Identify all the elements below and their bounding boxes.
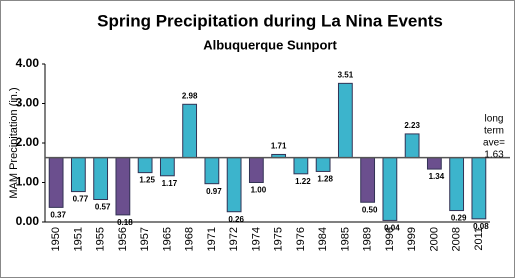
value-label: 0.57 — [95, 203, 111, 212]
value-label: 0.08 — [473, 222, 489, 231]
baseline-value-label: 1.63 — [484, 149, 504, 160]
x-tick-label: 2000 — [428, 227, 440, 251]
bar — [449, 157, 465, 212]
baseline-annotation: ave= — [483, 137, 505, 148]
value-label: 0.26 — [228, 215, 244, 224]
bar — [159, 157, 175, 177]
x-tick-label: 1989 — [362, 227, 374, 251]
y-axis-label: MAM Precipitation (in.) — [8, 87, 20, 198]
bar — [337, 82, 353, 159]
value-label: 2.23 — [404, 121, 420, 130]
y-tick-label: 1.00 — [16, 175, 40, 189]
bar — [426, 157, 442, 170]
value-label: 0.37 — [50, 210, 66, 219]
x-tick-label: 1957 — [139, 227, 151, 251]
bar — [137, 157, 153, 174]
x-tick-label: 1968 — [184, 227, 196, 251]
x-tick-label: 1951 — [72, 227, 84, 251]
bar — [360, 157, 376, 203]
x-tick-label: 1976 — [295, 227, 307, 251]
bar — [48, 157, 64, 208]
x-tick-label: 1965 — [161, 227, 173, 251]
x-tick-label: 1972 — [228, 227, 240, 251]
bar — [315, 157, 331, 172]
baseline-annotation: long — [485, 113, 504, 124]
value-label: 0.77 — [73, 195, 89, 204]
value-label: 0.04 — [384, 224, 400, 233]
bar — [471, 157, 487, 220]
value-label: 2.98 — [182, 91, 198, 100]
bar — [182, 103, 198, 159]
x-tick-label: 2011 — [473, 227, 485, 251]
y-tick-label: 4.00 — [16, 56, 40, 70]
y-tick-label: 0.00 — [16, 214, 40, 228]
value-label: 3.51 — [338, 70, 354, 79]
chart-subtitle: Albuquerque Sunport — [203, 37, 337, 52]
value-label: 0.97 — [206, 187, 222, 196]
value-label: 1.00 — [251, 186, 267, 195]
x-tick-label: 1955 — [95, 227, 107, 251]
value-label: 1.34 — [429, 172, 445, 181]
bar — [70, 157, 86, 193]
x-tick-label: 1985 — [339, 227, 351, 251]
y-tick-label: 3.00 — [16, 96, 40, 110]
x-tick-label: 1975 — [273, 227, 285, 251]
value-label: 1.28 — [317, 175, 333, 184]
x-tick-label: 1974 — [250, 227, 262, 251]
value-label: 1.17 — [162, 179, 178, 188]
x-tick-label: 1971 — [206, 227, 218, 251]
bar — [248, 157, 264, 184]
x-tick-label: 1984 — [317, 227, 329, 251]
x-tick-label: 1956 — [117, 227, 129, 251]
bar — [93, 157, 109, 200]
bar — [226, 157, 242, 213]
value-label: 0.50 — [362, 205, 378, 214]
value-label: 1.22 — [295, 177, 311, 186]
value-label: 0.29 — [451, 214, 467, 223]
value-label: 0.18 — [117, 218, 133, 227]
x-tick-label: 1999 — [406, 227, 418, 251]
x-tick-label: 2008 — [451, 227, 463, 251]
bar — [115, 157, 131, 216]
x-tick-label: 1950 — [50, 227, 62, 251]
value-label: 1.25 — [139, 176, 155, 185]
chart-title: Spring Precipitation during La Nina Even… — [97, 11, 443, 30]
bar — [293, 157, 309, 175]
bar — [382, 157, 398, 221]
value-label: 1.71 — [271, 142, 287, 151]
baseline-annotation: term — [484, 125, 504, 136]
bar — [204, 157, 220, 185]
bar — [404, 133, 420, 159]
x-tick-label: 1996 — [384, 227, 396, 251]
y-tick-label: 2.00 — [16, 135, 40, 149]
